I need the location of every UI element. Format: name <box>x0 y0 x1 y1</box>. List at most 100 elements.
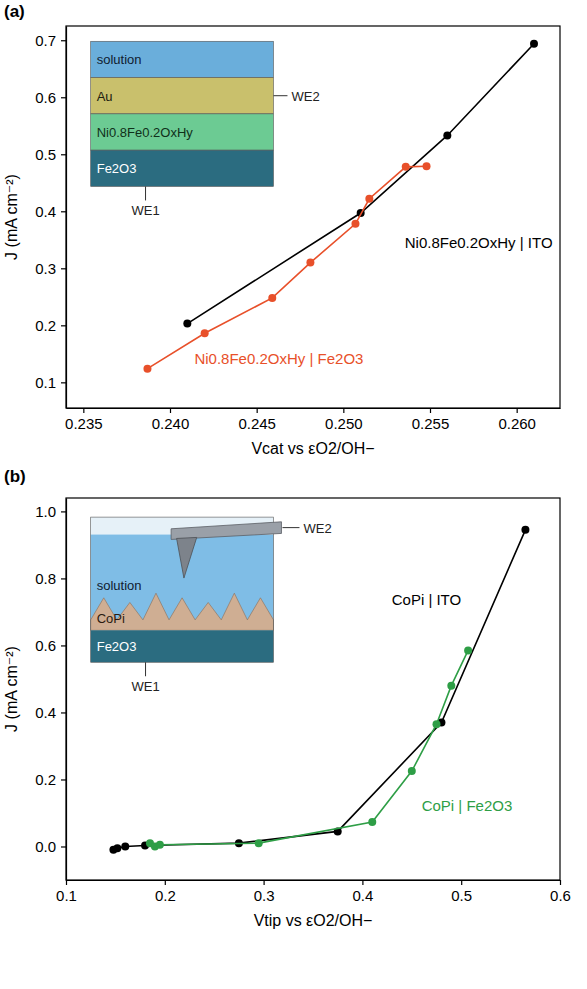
tick-label: 0.4 <box>352 887 373 904</box>
tick: 1.0 <box>35 503 66 520</box>
tick: 0.6 <box>550 880 571 904</box>
tick-mark <box>61 511 66 512</box>
data-point <box>201 329 209 337</box>
data-point <box>433 720 441 728</box>
tick: 0.4 <box>35 704 66 721</box>
data-point <box>530 40 538 48</box>
layer-label: solution <box>97 578 142 593</box>
electrode-label: WE1 <box>131 679 159 694</box>
tick-label: 0.2 <box>155 887 176 904</box>
y-axis: 0.10.20.30.40.50.60.7 <box>35 27 66 409</box>
data-point <box>255 839 263 847</box>
tip-cantilever <box>171 522 281 540</box>
layer-label: Ni0.8Fe0.2OxHy <box>97 125 194 140</box>
tick: 0.235 <box>65 408 103 432</box>
tick-mark <box>66 880 67 885</box>
plot-frame <box>66 26 560 408</box>
tick: 0.245 <box>238 408 276 432</box>
tick-mark <box>430 408 431 413</box>
series-label: Ni0.8Fe0.2OxHy | ITO <box>405 234 553 251</box>
series-label: Ni0.8Fe0.2OxHy | Fe2O3 <box>194 350 363 367</box>
data-point <box>143 365 151 373</box>
layer-label: Fe2O3 <box>97 639 137 654</box>
tick-label: 0.6 <box>550 887 571 904</box>
leader <box>145 186 146 200</box>
data-point <box>443 131 451 139</box>
tick: 0.4 <box>352 880 373 904</box>
tick-label: 0.240 <box>152 415 190 432</box>
x-axis-line <box>67 880 561 881</box>
data-point <box>156 841 164 849</box>
tick-label: 0.6 <box>35 89 56 106</box>
data-point <box>402 163 410 171</box>
y-axis-line <box>66 499 67 881</box>
data-point <box>113 844 121 852</box>
y-axis: 0.0 0.2 0.4 0.6 0.8 1.0 <box>35 499 66 881</box>
tick-label: 0.5 <box>451 887 472 904</box>
layer-label: Fe2O3 <box>97 161 137 176</box>
tick: 0.260 <box>498 408 536 432</box>
tick-label: 0.3 <box>35 260 56 277</box>
tick-mark <box>170 408 171 413</box>
tick-mark <box>83 408 84 413</box>
tick-mark <box>61 846 66 847</box>
tick: 0.255 <box>412 408 450 432</box>
tick: 0.3 <box>254 880 275 904</box>
layer-label: solution <box>97 52 142 67</box>
series-label: CoPi | ITO <box>392 591 461 608</box>
data-point <box>521 526 529 534</box>
y-axis-line <box>66 27 67 409</box>
leader <box>273 95 287 96</box>
tick: 0.0 <box>35 838 66 855</box>
data-point <box>365 195 373 203</box>
y-axis-title: J (mA cm⁻²) <box>3 646 20 732</box>
layer <box>91 114 274 150</box>
tick: 0.240 <box>152 408 190 432</box>
data-point <box>268 294 276 302</box>
tick: 0.6 <box>35 89 66 106</box>
tick-mark <box>343 408 344 413</box>
layer <box>91 535 274 631</box>
figure: 0.2350.2400.2450.2500.2550.2600.10.20.30… <box>0 0 587 989</box>
series-line <box>150 650 468 846</box>
tick-label: 0.2 <box>35 317 56 334</box>
tick-label: 0.4 <box>35 203 56 220</box>
tick-label: 0.245 <box>238 415 276 432</box>
tick-mark <box>61 154 66 155</box>
x-axis: 0.2350.2400.2450.2500.2550.260 <box>65 408 560 432</box>
layer-label: Au <box>97 89 113 104</box>
tick-mark <box>461 880 462 885</box>
layer <box>91 150 274 186</box>
layer <box>91 630 274 662</box>
x-axis-title: Vcat vs εO2/OH− <box>251 440 374 457</box>
data-point <box>464 646 472 654</box>
tick-mark <box>257 408 258 413</box>
tick: 0.3 <box>35 260 66 277</box>
data-point <box>183 320 191 328</box>
tick: 0.4 <box>35 203 66 220</box>
inset-frame <box>91 517 274 662</box>
tick-label: 0.255 <box>412 415 450 432</box>
tick: 0.5 <box>451 880 472 904</box>
tick-label: 0.1 <box>35 374 56 391</box>
tip-cone <box>177 537 197 578</box>
layer <box>91 78 274 114</box>
tick-label: 0.1 <box>56 887 77 904</box>
tick: 0.2 <box>35 317 66 334</box>
tick: 0.2 <box>35 771 66 788</box>
tick-label: 0.6 <box>35 637 56 654</box>
tick-mark <box>517 408 518 413</box>
x-axis-title: Vtip vs εO2/OH− <box>254 912 373 929</box>
panel-label: (a) <box>4 2 25 21</box>
x-axis-line <box>67 408 561 409</box>
plot-frame <box>66 498 560 880</box>
layer-label: CoPi <box>97 611 125 626</box>
tick-mark <box>61 325 66 326</box>
tick-mark <box>61 268 66 269</box>
tick-mark <box>264 880 265 885</box>
electrode-label: WE2 <box>303 521 331 536</box>
tick-label: 0.0 <box>35 838 56 855</box>
tick: 0.8 <box>35 570 66 587</box>
plot-area <box>109 526 529 854</box>
data-point <box>423 162 431 170</box>
